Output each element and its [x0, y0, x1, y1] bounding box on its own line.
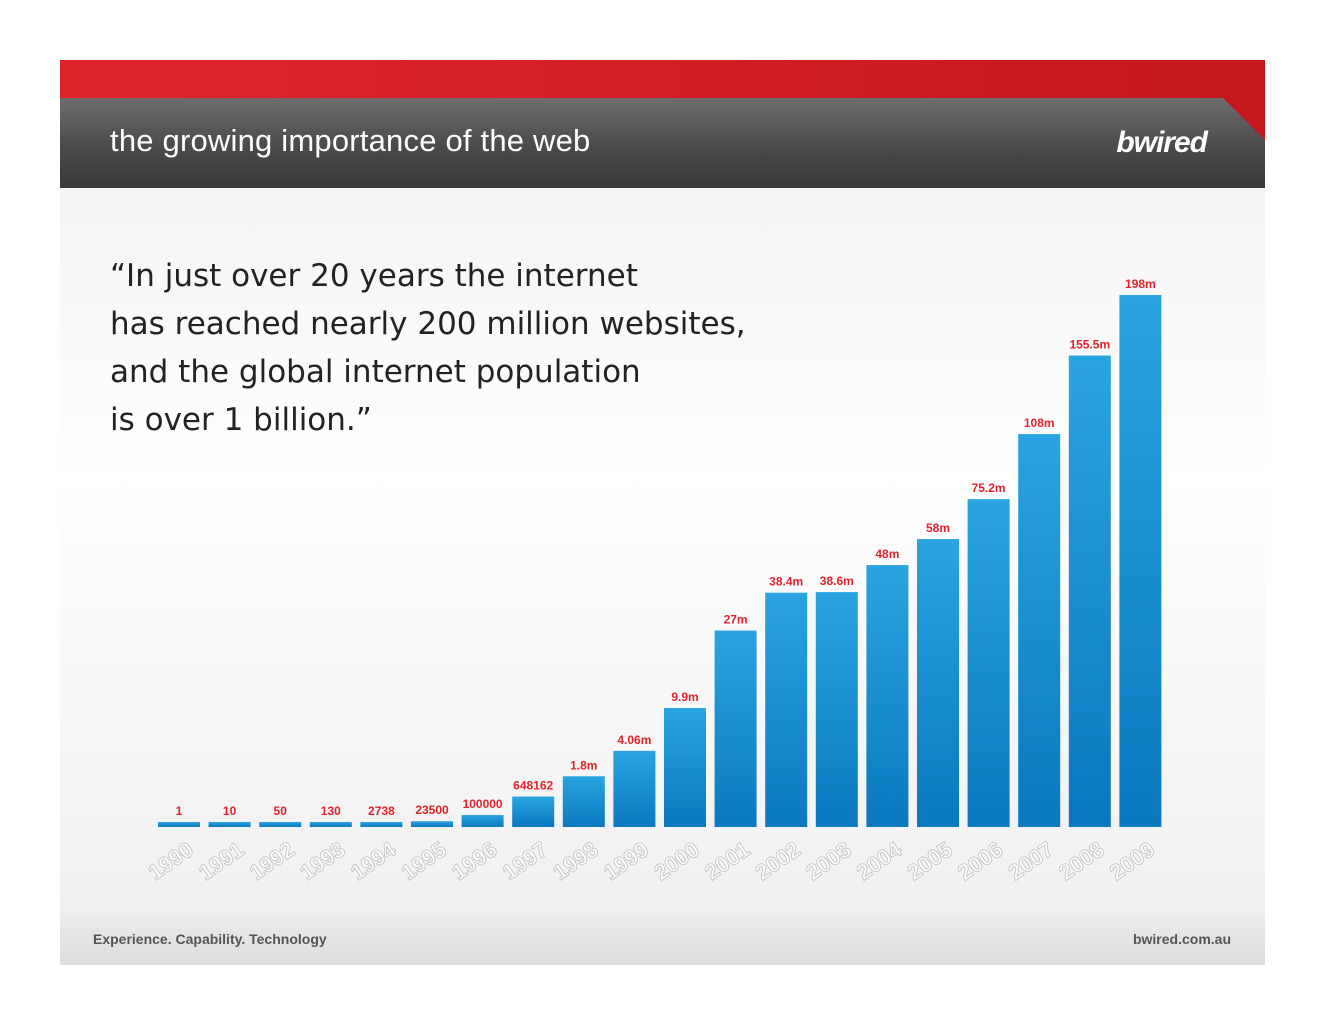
bar — [512, 796, 555, 827]
year-tick-label: 2006 — [953, 837, 1007, 886]
bar — [1119, 295, 1162, 827]
quote-line: “In just over 20 years the internet — [110, 258, 638, 294]
bar-value-label: 2738 — [368, 804, 395, 818]
year-tick-label: 1993 — [295, 837, 349, 886]
bar-value-label: 130 — [321, 804, 341, 818]
bar — [815, 592, 858, 827]
bar — [158, 822, 200, 827]
page-title: the growing importance of the web — [110, 123, 591, 158]
bar — [967, 499, 1010, 827]
year-tick-label: 1990 — [143, 837, 197, 886]
year-tick-label: 1998 — [548, 837, 602, 886]
year-tick-label: 2003 — [801, 837, 855, 886]
quote-line: and the global internet population — [110, 354, 641, 390]
year-tick-label: 1999 — [599, 837, 653, 886]
bar-value-label: 1 — [176, 804, 183, 818]
footer-url: bwired.com.au — [1132, 931, 1231, 947]
bar-value-label: 108m — [1024, 416, 1055, 430]
bwired-logo: bwired — [1116, 126, 1208, 159]
bar-value-label: 38.6m — [820, 574, 854, 588]
bar-value-label: 38.4m — [769, 575, 803, 589]
year-tick-label: 1995 — [396, 837, 450, 886]
footer-tagline: Experience. Capability. Technology — [93, 931, 327, 947]
bar-value-label: 23500 — [415, 803, 449, 817]
bar-value-label: 4.06m — [617, 733, 651, 747]
quote: “In just over 20 years the internet has … — [110, 252, 746, 444]
bar-value-label: 27m — [724, 613, 748, 627]
year-tick-label: 2007 — [1004, 837, 1058, 886]
bar-value-label: 50 — [274, 804, 288, 818]
bar-value-label: 100000 — [463, 797, 503, 811]
bar — [613, 750, 656, 827]
red-banner — [60, 60, 1265, 98]
year-tick-label: 2009 — [1105, 837, 1159, 886]
quote-line: has reached nearly 200 million websites, — [110, 306, 746, 342]
year-tick-label: 2001 — [700, 837, 754, 886]
website-growth-chart: 1 1990 10 1991 50 1992 130 1993 2738 1994 23500 199… — [143, 277, 1162, 886]
bar-value-label: 58m — [926, 521, 950, 535]
bar — [562, 776, 605, 827]
bar — [360, 822, 403, 827]
bar — [664, 708, 706, 827]
bar — [1068, 355, 1111, 827]
bar-value-label: 9.9m — [671, 690, 698, 704]
bar — [866, 565, 909, 827]
bar-value-label: 48m — [875, 547, 899, 561]
year-tick-label: 1996 — [447, 837, 501, 886]
bar — [461, 815, 504, 827]
year-tick-label: 1991 — [194, 837, 248, 886]
header-bar: the growing importance of the web bwired — [60, 98, 1265, 188]
bar — [208, 822, 251, 827]
bar-value-label: 648162 — [513, 779, 553, 793]
year-tick-label: 1992 — [245, 837, 299, 886]
bar-value-label: 198m — [1125, 277, 1156, 291]
bar — [309, 822, 352, 827]
bar-value-label: 155.5m — [1069, 338, 1110, 352]
bar — [714, 630, 757, 827]
bar — [1018, 434, 1061, 827]
year-tick-label: 2004 — [852, 836, 907, 885]
year-tick-label: 2008 — [1054, 837, 1108, 886]
slide: the growing importance of the web bwired… — [60, 60, 1265, 965]
year-tick-label: 2005 — [902, 837, 956, 886]
quote-line: is over 1 billion.” — [110, 402, 372, 438]
bar — [765, 592, 808, 827]
bar — [411, 821, 453, 827]
bar — [259, 822, 302, 827]
corner-fold — [1223, 98, 1265, 140]
footer: Experience. Capability. Technology bwire… — [60, 913, 1265, 965]
year-tick-label: 2000 — [649, 837, 703, 886]
year-tick-label: 1994 — [346, 836, 401, 885]
bar-value-label: 10 — [223, 804, 237, 818]
bar-value-label: 1.8m — [570, 758, 597, 772]
bar — [917, 539, 959, 827]
content-background — [60, 188, 1265, 913]
year-tick-label: 1997 — [498, 837, 552, 886]
year-tick-label: 2002 — [751, 837, 805, 886]
bar-value-label: 75.2m — [972, 481, 1006, 495]
